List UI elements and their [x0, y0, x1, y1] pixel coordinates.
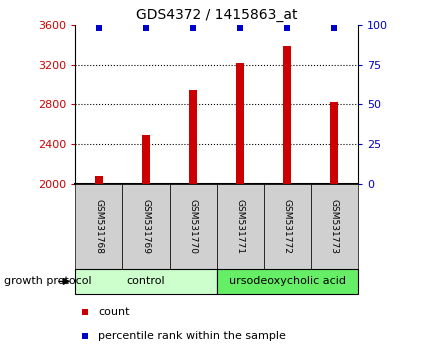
- Text: ursodeoxycholic acid: ursodeoxycholic acid: [228, 276, 345, 286]
- Bar: [329, 102, 338, 184]
- Bar: [122, 184, 169, 269]
- Text: GSM531769: GSM531769: [141, 199, 150, 254]
- Text: GSM531768: GSM531768: [94, 199, 103, 254]
- Bar: [310, 184, 357, 269]
- Bar: [282, 46, 291, 184]
- Bar: [263, 184, 310, 269]
- Bar: [235, 63, 244, 184]
- Text: GSM531771: GSM531771: [235, 199, 244, 254]
- Bar: [216, 184, 263, 269]
- Bar: [169, 184, 216, 269]
- Bar: [216, 269, 357, 294]
- Text: count: count: [98, 307, 129, 317]
- Text: growth protocol: growth protocol: [4, 276, 92, 286]
- Text: GSM531773: GSM531773: [329, 199, 338, 254]
- Text: percentile rank within the sample: percentile rank within the sample: [98, 331, 285, 341]
- Bar: [75, 184, 122, 269]
- Title: GDS4372 / 1415863_at: GDS4372 / 1415863_at: [135, 8, 297, 22]
- Text: GSM531772: GSM531772: [282, 199, 291, 254]
- Bar: [188, 91, 197, 184]
- Bar: [95, 176, 103, 184]
- Bar: [141, 135, 150, 184]
- Bar: [75, 269, 216, 294]
- Text: control: control: [126, 276, 165, 286]
- Text: GSM531770: GSM531770: [188, 199, 197, 254]
